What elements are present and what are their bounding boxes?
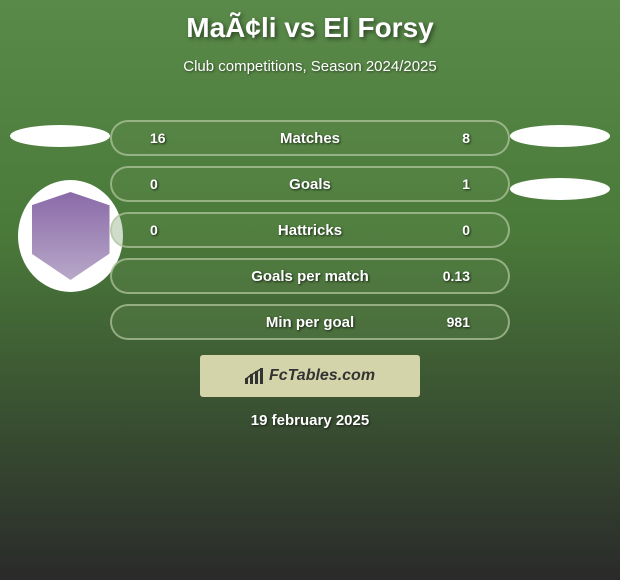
stat-row-hattricks: 0 Hattricks 0 [110, 212, 510, 248]
stat-label: Goals per match [150, 268, 470, 285]
chart-icon [245, 368, 265, 384]
stat-right-value: 981 [447, 314, 470, 330]
stat-label: Goals [150, 176, 470, 193]
page-title: MaÃ¢li vs El Forsy [0, 0, 620, 44]
stat-label: Matches [150, 130, 470, 147]
date-label: 19 february 2025 [0, 412, 620, 429]
stats-container: 16 Matches 8 0 Goals 1 0 Hattricks 0 Goa… [110, 120, 510, 350]
decor-ellipse-right-top [510, 125, 610, 147]
stat-label: Hattricks [150, 222, 470, 239]
stat-row-matches: 16 Matches 8 [110, 120, 510, 156]
stat-row-min-per-goal: Min per goal 981 [110, 304, 510, 340]
stat-left-value: 0 [150, 222, 158, 238]
team-badge-shield [32, 192, 110, 280]
brand-name: FcTables.com [269, 367, 375, 385]
stat-right-value: 0 [462, 222, 470, 238]
stat-label: Min per goal [150, 314, 470, 331]
decor-ellipse-right-mid [510, 178, 610, 200]
stat-left-value: 16 [150, 130, 166, 146]
stat-right-value: 8 [462, 130, 470, 146]
stat-left-value: 0 [150, 176, 158, 192]
stat-row-goals: 0 Goals 1 [110, 166, 510, 202]
subtitle: Club competitions, Season 2024/2025 [0, 58, 620, 75]
stat-right-value: 0.13 [443, 268, 470, 284]
team-badge [18, 180, 123, 292]
stat-row-goals-per-match: Goals per match 0.13 [110, 258, 510, 294]
stat-right-value: 1 [462, 176, 470, 192]
brand-logo: FcTables.com [245, 367, 375, 385]
decor-ellipse-left [10, 125, 110, 147]
brand-logo-box[interactable]: FcTables.com [200, 355, 420, 397]
